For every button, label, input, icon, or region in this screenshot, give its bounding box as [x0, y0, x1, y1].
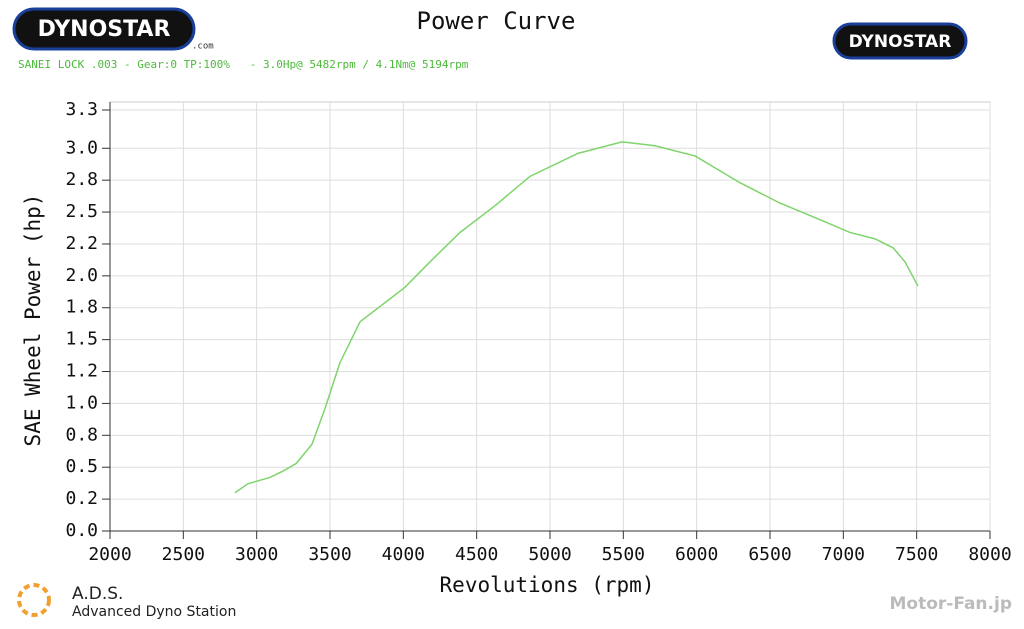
y-tick-label: 0.5	[65, 456, 98, 477]
plot-area: 0.0 0.2 0.5 0.8 1.0 1.2 1.5 1.8 2.0 2.2 2.5 2.8 3.0 3…	[65, 99, 1011, 565]
power-line	[234, 141, 919, 494]
y-tick-label: 1.2	[65, 361, 98, 382]
y-tick-label: 1.0	[65, 392, 98, 413]
logo-left: DYNOSTAR	[38, 17, 171, 42]
y-tick-label: 0.0	[65, 520, 98, 541]
x-tick-label: 8000	[968, 544, 1011, 565]
brand: A.D.S.	[72, 584, 123, 604]
logo-left-badge	[12, 7, 196, 51]
logo-left-suffix: .com	[192, 42, 214, 52]
x-tick-label: 3000	[235, 544, 278, 565]
x-tick-label: 7500	[895, 544, 938, 565]
x-tick-label: 7000	[822, 544, 865, 565]
y-tick-label: 0.8	[65, 424, 98, 445]
y-tick-label: 1.8	[65, 297, 98, 318]
x-tick-label: 3500	[308, 544, 351, 565]
chart-title: Power Curve	[417, 7, 576, 35]
logo-right-badge	[832, 22, 968, 60]
y-tick-label: 3.3	[65, 99, 98, 120]
x-tick-label: 2000	[88, 544, 131, 565]
y-axis-label: SAE Wheel Power (hp)	[21, 194, 45, 447]
y-tick-label: 2.8	[65, 169, 98, 190]
x-tick-label: 5000	[528, 544, 571, 565]
y-tick-label: 2.2	[65, 233, 98, 254]
y-tick-label: 3.0	[65, 137, 98, 158]
x-tick-label: 4500	[455, 544, 498, 565]
x-tick-label: 6000	[675, 544, 718, 565]
y-tick-label: 1.5	[65, 329, 98, 350]
logo-right: DYNOSTAR	[849, 32, 952, 52]
info-line: SANEI LOCK .003 - Gear:0 TP:100% - 3.0Hp…	[18, 58, 469, 71]
brand-full: Advanced Dyno Station	[72, 604, 236, 620]
x-tick-label: 5500	[602, 544, 645, 565]
watermark: Motor-Fan.jp	[890, 594, 1013, 614]
x-axis-label: Revolutions (rpm)	[440, 573, 655, 597]
x-tick-label: 6500	[748, 544, 791, 565]
x-tick-label: 4000	[382, 544, 425, 565]
y-tick-label: 2.0	[65, 265, 98, 286]
ads-logo	[17, 583, 51, 617]
y-tick-label: 2.5	[65, 201, 98, 222]
y-tick-label: 0.2	[65, 488, 98, 509]
x-tick-label: 2500	[162, 544, 205, 565]
